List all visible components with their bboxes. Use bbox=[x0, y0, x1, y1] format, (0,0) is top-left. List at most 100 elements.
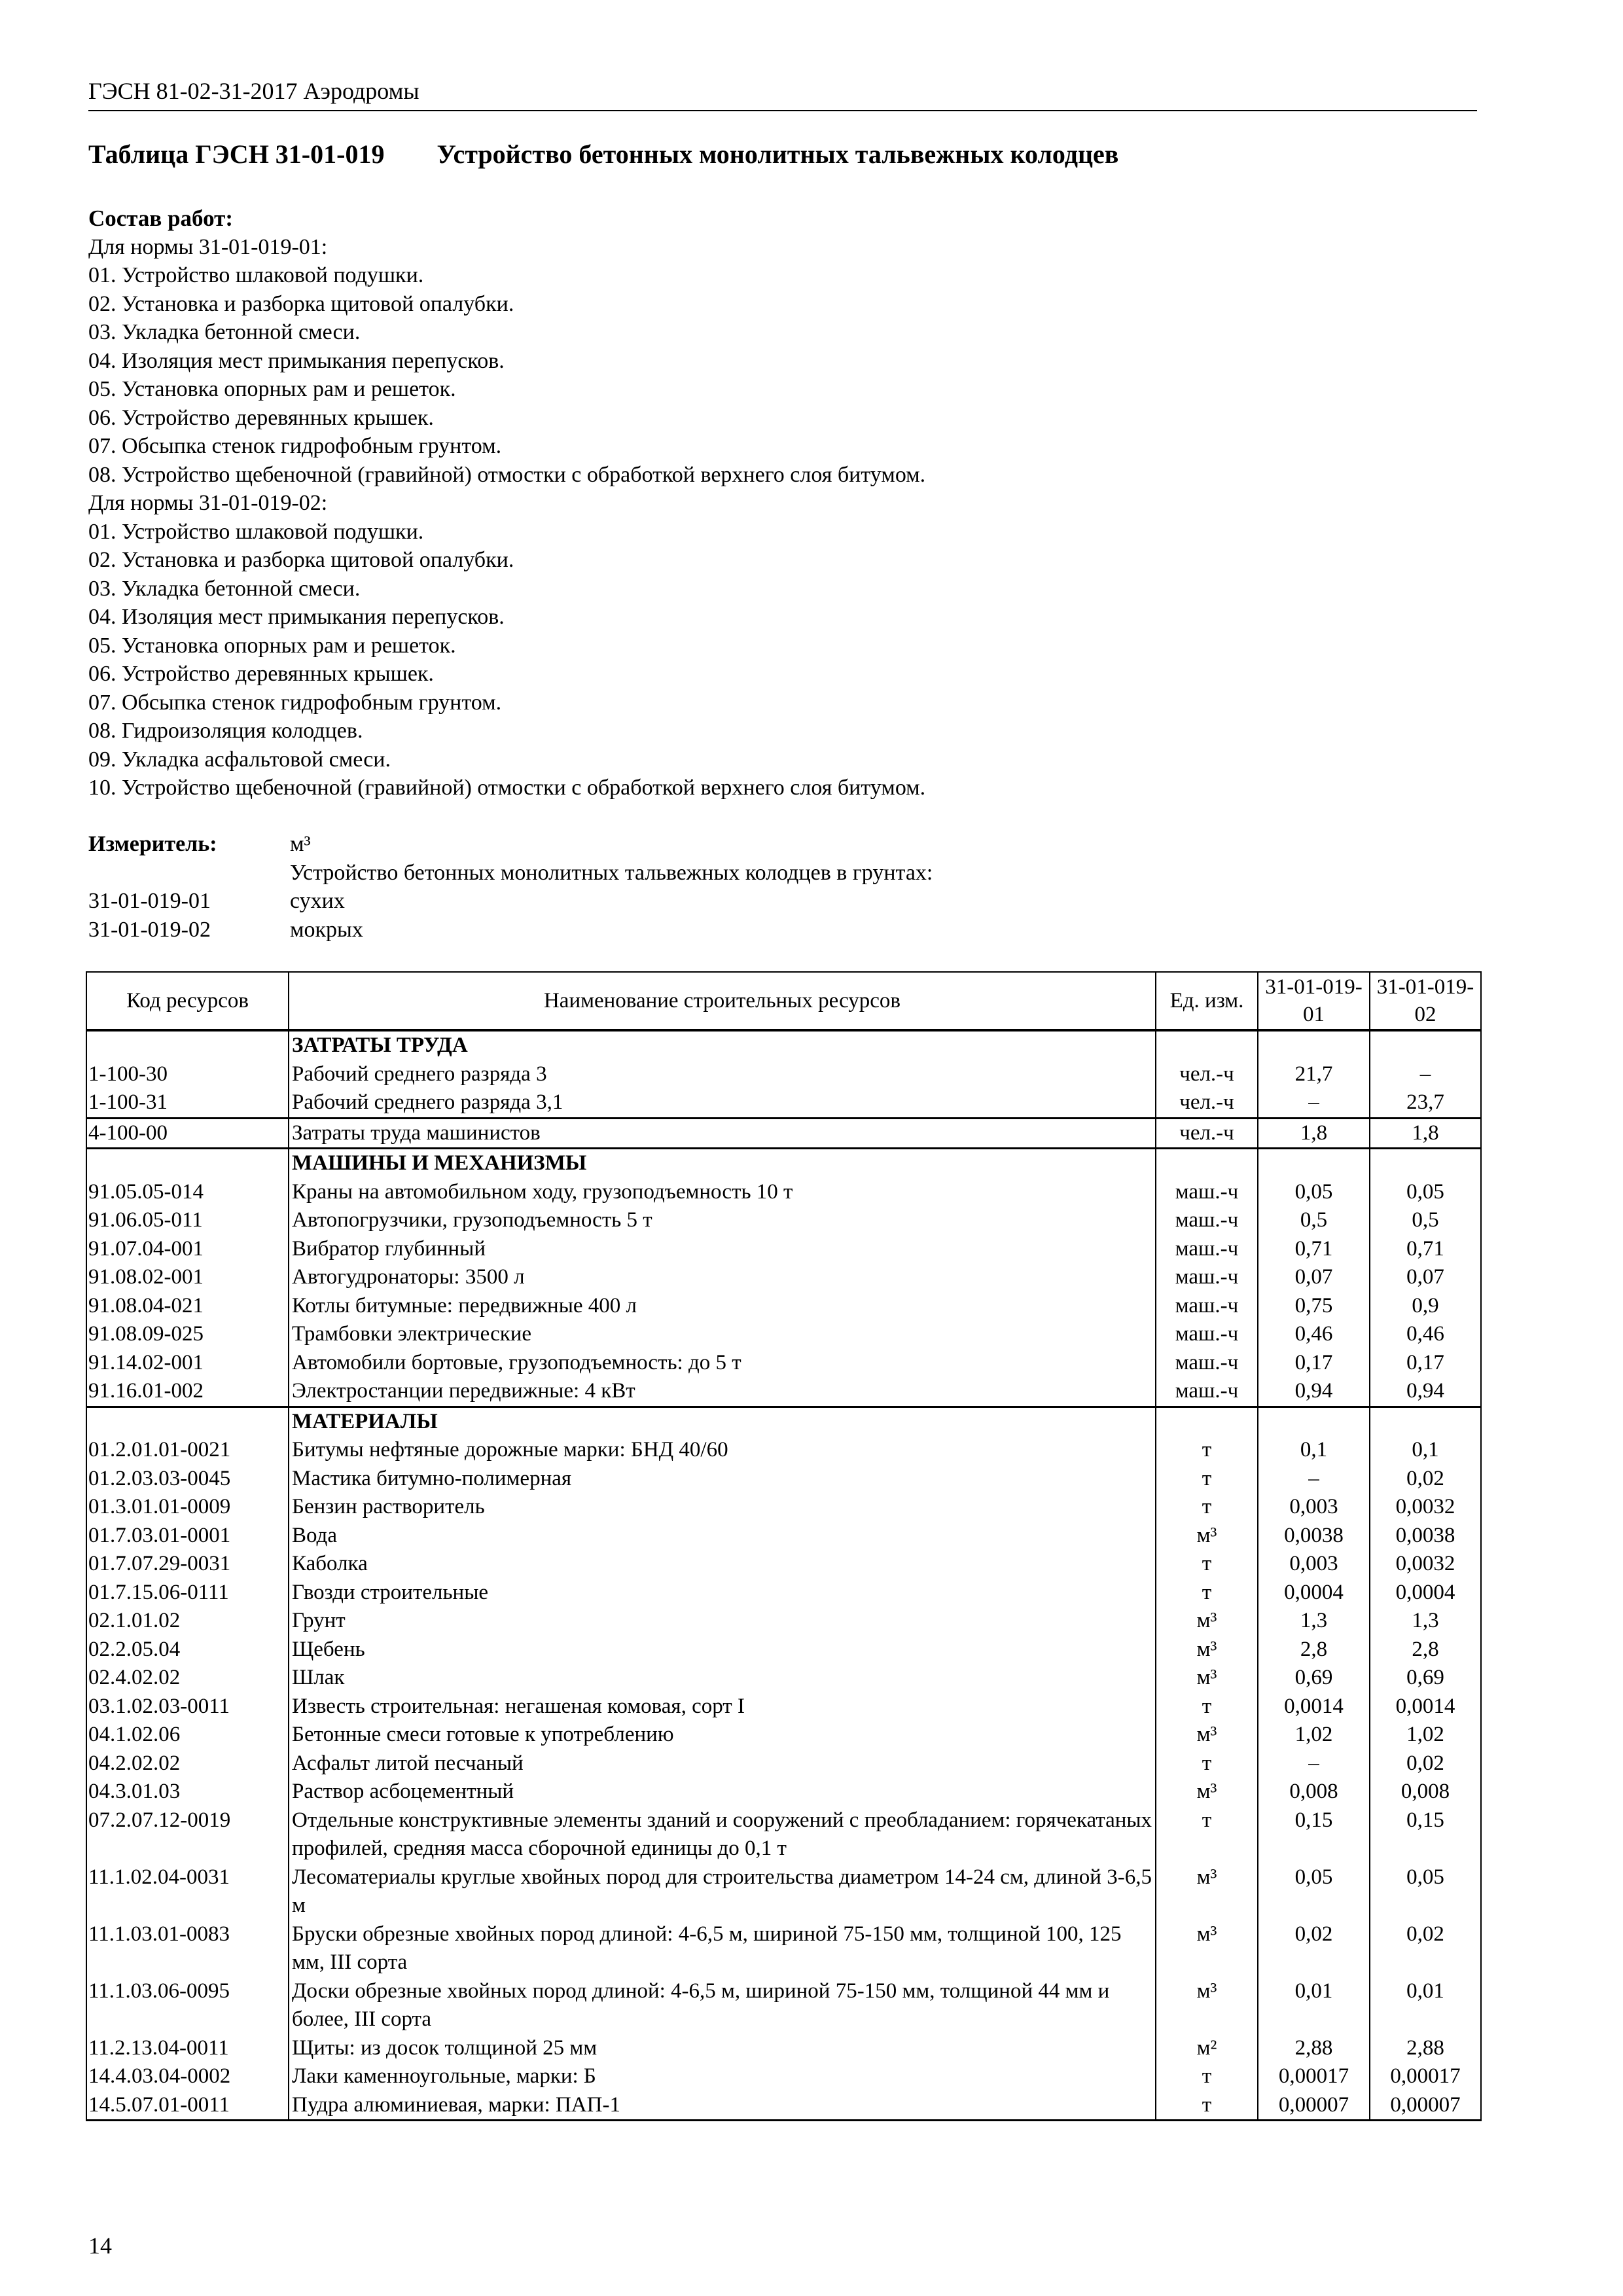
resource-name: Раствор асбоцементный bbox=[288, 1778, 1156, 1806]
resource-unit: маш.-ч bbox=[1155, 1348, 1258, 1377]
resource-name: Рабочий среднего разряда 3,1 bbox=[288, 1088, 1156, 1119]
resource-name: Электростанции передвижные: 4 кВт bbox=[288, 1377, 1156, 1408]
norm-2-value: 0,02 bbox=[1369, 1464, 1482, 1493]
resource-code: 01.2.01.01-0021 bbox=[86, 1436, 289, 1465]
norm-1-value: 0,0004 bbox=[1257, 1578, 1370, 1607]
resource-unit: т bbox=[1155, 1749, 1258, 1778]
norm-2-value: 1,3 bbox=[1369, 1607, 1482, 1636]
resource-code: 02.2.05.04 bbox=[86, 1635, 289, 1664]
resource-unit: м³ bbox=[1155, 1863, 1258, 1920]
work-line: 05. Установка опорных рам и решеток. bbox=[88, 377, 456, 401]
resource-code: 02.1.01.02 bbox=[86, 1607, 289, 1636]
norm-1-value: 0,75 bbox=[1257, 1291, 1370, 1320]
work-line: 07. Обсыпка стенок гидрофобным грунтом. bbox=[88, 690, 502, 715]
table-row: 1-100-31 Рабочий среднего разряда 3,1 чел.… bbox=[86, 1088, 1482, 1119]
resource-name: Автогудронаторы: 3500 л bbox=[288, 1263, 1156, 1292]
norm-1-value: 0,0038 bbox=[1257, 1521, 1370, 1550]
norm-1-value: 0,008 bbox=[1257, 1778, 1370, 1806]
resource-name: Краны на автомобильном ходу, грузоподъем… bbox=[288, 1177, 1156, 1206]
resource-code: 1-100-31 bbox=[86, 1088, 289, 1119]
norm-1-value: – bbox=[1257, 1749, 1370, 1778]
work-line: Для нормы 31-01-019-02: bbox=[88, 491, 328, 515]
norm-2-value: 0,05 bbox=[1369, 1177, 1482, 1206]
meter-unit: м³ bbox=[290, 832, 311, 856]
resource-name: Вибратор глубинный bbox=[288, 1234, 1156, 1263]
resource-unit: м³ bbox=[1155, 1977, 1258, 2034]
resource-unit: т bbox=[1155, 1578, 1258, 1607]
norm-1-value: 0,5 bbox=[1257, 1206, 1370, 1235]
norm-2-value: 0,0004 bbox=[1369, 1578, 1482, 1607]
resource-code: 01.2.03.03-0045 bbox=[86, 1464, 289, 1493]
resource-code: 04.3.01.03 bbox=[86, 1778, 289, 1806]
table-row: 03.1.02.03-0011 Известь строительная: нег… bbox=[86, 1692, 1482, 1721]
resource-unit: т bbox=[1155, 1550, 1258, 1579]
meter-block: Измеритель: м³ Устройство бетонных моноли… bbox=[88, 830, 933, 944]
work-line: 04. Изоляция мест примыкания перепусков. bbox=[88, 348, 505, 373]
work-line: 06. Устройство деревянных крышек. bbox=[88, 405, 434, 430]
work-line: 05. Установка опорных рам и решеток. bbox=[88, 633, 456, 658]
section-row: МАТЕРИАЛЫ bbox=[86, 1407, 1482, 1436]
resource-unit: чел.-ч bbox=[1155, 1118, 1258, 1149]
norm-2-value: 0,0014 bbox=[1369, 1692, 1482, 1721]
resource-code: 1-100-30 bbox=[86, 1060, 289, 1088]
table-body: ЗАТРАТЫ ТРУДА 1-100-30 Рабочий среднего ра… bbox=[86, 1030, 1482, 2121]
works-list: Для нормы 31-01-019-01: 01. Устройство шл… bbox=[88, 233, 925, 802]
work-line: 01. Устройство шлаковой подушки. bbox=[88, 263, 424, 287]
work-line: 08. Устройство щебеночной (гравийной) от… bbox=[88, 462, 926, 487]
norm-1-value: 0,05 bbox=[1257, 1177, 1370, 1206]
resource-unit: м³ bbox=[1155, 1920, 1258, 1977]
norm-1-value: 0,94 bbox=[1257, 1377, 1370, 1408]
norm-1-value: 0,07 bbox=[1257, 1263, 1370, 1292]
table-row: 04.2.02.02 Асфальт литой песчаный т –0,02 bbox=[86, 1749, 1482, 1778]
work-line: 02. Установка и разборка щитовой опалубк… bbox=[88, 291, 514, 316]
norm-text: мокрых bbox=[290, 917, 363, 942]
work-line: 03. Укладка бетонной смеси. bbox=[88, 576, 361, 601]
table-row: 91.06.05-011 Автопогрузчики, грузоподъемн… bbox=[86, 1206, 1482, 1235]
resource-name: Автомобили бортовые, грузоподъемность: д… bbox=[288, 1348, 1156, 1377]
resource-name: Гвозди строительные bbox=[288, 1578, 1156, 1607]
header-code: Код ресурсов bbox=[86, 971, 289, 1031]
table-row: 91.05.05-014 Краны на автомобильном ходу,… bbox=[86, 1177, 1482, 1206]
resource-code: 02.4.02.02 bbox=[86, 1664, 289, 1693]
norm-2-value: 0,1 bbox=[1369, 1436, 1482, 1465]
resource-code: 01.7.03.01-0001 bbox=[86, 1521, 289, 1550]
table-row: 01.3.01.01-0009 Бензин растворитель т 0,003… bbox=[86, 1493, 1482, 1522]
table-row: 11.1.03.06-0095 Доски обрезные хвойных по… bbox=[86, 1977, 1482, 2034]
table-row: 01.7.15.06-0111 Гвозди строительные т 0,000… bbox=[86, 1578, 1482, 1607]
norm-2-value: 0,15 bbox=[1369, 1806, 1482, 1863]
norm-2-value: – bbox=[1369, 1060, 1482, 1088]
section-title: ЗАТРАТЫ ТРУДА bbox=[288, 1030, 1156, 1060]
resource-name: Щебень bbox=[288, 1635, 1156, 1664]
resource-unit: м³ bbox=[1155, 1521, 1258, 1550]
work-line: 09. Укладка асфальтовой смеси. bbox=[88, 747, 391, 772]
resource-name: Автопогрузчики, грузоподъемность 5 т bbox=[288, 1206, 1156, 1235]
norm-1-value: 1,02 bbox=[1257, 1721, 1370, 1749]
resource-code: 07.2.07.12-0019 bbox=[86, 1806, 289, 1863]
resource-name: Трамбовки электрические bbox=[288, 1320, 1156, 1349]
norm-1-value: 0,69 bbox=[1257, 1664, 1370, 1693]
work-line: 10. Устройство щебеночной (гравийной) от… bbox=[88, 776, 926, 800]
resource-unit: м³ bbox=[1155, 1778, 1258, 1806]
work-line: 04. Изоляция мест примыкания перепусков. bbox=[88, 605, 505, 629]
resource-code: 91.08.02-001 bbox=[86, 1263, 289, 1292]
table-row: 01.2.01.01-0021 Битумы нефтяные дорожные … bbox=[86, 1436, 1482, 1465]
table-row: 1-100-30 Рабочий среднего разряда 3 чел.-ч… bbox=[86, 1060, 1482, 1088]
resource-code: 14.4.03.04-0002 bbox=[86, 2062, 289, 2091]
norm-1-value: 2,88 bbox=[1257, 2034, 1370, 2062]
resource-name: Лаки каменноугольные, марки: Б bbox=[288, 2062, 1156, 2091]
resource-code: 01.7.15.06-0111 bbox=[86, 1578, 289, 1607]
resource-unit: маш.-ч bbox=[1155, 1377, 1258, 1408]
table-row: 04.3.01.03 Раствор асбоцементный м³ 0,008 0,… bbox=[86, 1778, 1482, 1806]
norm-1-value: 0,01 bbox=[1257, 1977, 1370, 2034]
norm-1-value: – bbox=[1257, 1464, 1370, 1493]
table-row: 01.7.07.29-0031 Каболка т 0,003 0,0032 bbox=[86, 1550, 1482, 1579]
norm-2-value: 0,9 bbox=[1369, 1291, 1482, 1320]
table-row: 02.4.02.02 Шлак м³ 0,69 0,69 bbox=[86, 1664, 1482, 1693]
resource-code: 11.1.03.06-0095 bbox=[86, 1977, 289, 2034]
section-row: МАШИНЫ И МЕХАНИЗМЫ bbox=[86, 1148, 1482, 1178]
meter-label: Измеритель: bbox=[88, 832, 217, 856]
work-line: 03. Укладка бетонной смеси. bbox=[88, 320, 361, 344]
norm-1-value: 0,00017 bbox=[1257, 2062, 1370, 2091]
resource-name: Пудра алюминиевая, марки: ПАП-1 bbox=[288, 2090, 1156, 2121]
resource-unit: т bbox=[1155, 2090, 1258, 2121]
